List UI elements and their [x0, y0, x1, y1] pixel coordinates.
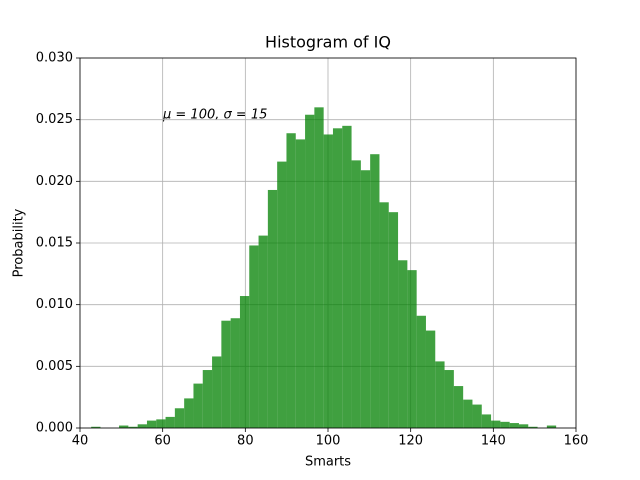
- bar: [360, 170, 371, 428]
- x-tick-label: 40: [72, 434, 89, 449]
- bar: [528, 426, 538, 428]
- bar: [156, 419, 166, 428]
- y-tick-label: 0.010: [36, 297, 73, 312]
- x-tick-label: 100: [316, 434, 341, 449]
- bar: [388, 212, 399, 428]
- x-axis-label: Smarts: [305, 455, 351, 470]
- bar: [332, 128, 343, 429]
- bar: [202, 370, 213, 428]
- bar: [305, 114, 315, 428]
- chart-title: Histogram of IQ: [265, 33, 391, 52]
- bar: [379, 202, 389, 428]
- bar: [165, 416, 175, 428]
- bar: [174, 408, 185, 428]
- bar: [249, 245, 259, 428]
- x-tick-label: 60: [154, 434, 171, 449]
- bar: [258, 235, 268, 428]
- bar: [398, 260, 408, 428]
- y-tick-label: 0.020: [36, 174, 73, 189]
- x-tick-label: 160: [564, 434, 589, 449]
- y-axis-label: Probability: [12, 208, 27, 277]
- bar: [351, 160, 361, 428]
- bar: [212, 356, 222, 428]
- y-tick-label: 0.025: [36, 112, 73, 127]
- bar: [239, 296, 250, 428]
- bar: [295, 139, 306, 428]
- bar: [407, 270, 417, 428]
- bar: [509, 423, 519, 428]
- bar: [323, 134, 333, 428]
- bar: [221, 320, 231, 428]
- x-tick-label: 80: [237, 434, 254, 449]
- bar: [119, 425, 129, 428]
- bar: [184, 398, 194, 428]
- annotation: μ = 100, σ = 15: [162, 108, 267, 123]
- bar: [286, 133, 296, 428]
- bar: [500, 421, 510, 428]
- bar: [435, 361, 445, 428]
- bar: [230, 318, 240, 428]
- bar: [193, 383, 203, 428]
- bar: [277, 161, 287, 428]
- bar: [267, 189, 278, 428]
- bar: [518, 424, 529, 428]
- bar: [314, 107, 324, 428]
- bar: [128, 426, 138, 428]
- x-tick-label: 120: [398, 434, 423, 449]
- y-tick-label: 0.030: [36, 51, 73, 66]
- bar: [472, 404, 482, 428]
- bar: [444, 370, 454, 428]
- bar: [425, 330, 436, 428]
- bar: [453, 386, 464, 428]
- y-tick-label: 0.000: [36, 421, 73, 436]
- bar: [137, 424, 147, 428]
- bar: [481, 414, 492, 428]
- bar: [416, 315, 426, 428]
- x-tick-label: 140: [481, 434, 506, 449]
- bar: [463, 399, 473, 428]
- bar: [546, 425, 557, 428]
- bar: [91, 426, 101, 428]
- bar: [342, 125, 352, 428]
- bar: [146, 420, 157, 428]
- y-tick-label: 0.005: [36, 359, 73, 374]
- bar: [370, 154, 380, 428]
- bar: [491, 420, 501, 428]
- y-tick-label: 0.015: [36, 236, 73, 251]
